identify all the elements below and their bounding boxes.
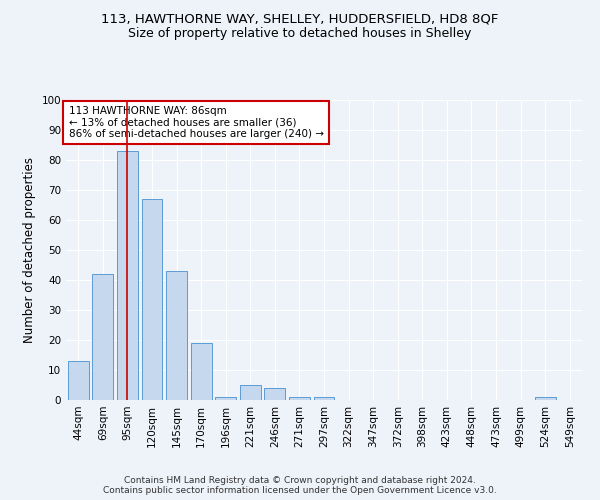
Bar xyxy=(191,343,212,400)
Bar xyxy=(215,397,236,400)
Bar xyxy=(314,397,334,400)
Bar xyxy=(68,361,89,400)
Y-axis label: Number of detached properties: Number of detached properties xyxy=(23,157,36,343)
Text: Contains HM Land Registry data © Crown copyright and database right 2024.
Contai: Contains HM Land Registry data © Crown c… xyxy=(103,476,497,495)
Bar xyxy=(166,271,187,400)
Bar xyxy=(142,199,163,400)
Bar xyxy=(117,151,138,400)
Bar xyxy=(535,397,556,400)
Bar xyxy=(265,388,286,400)
Text: 113 HAWTHORNE WAY: 86sqm
← 13% of detached houses are smaller (36)
86% of semi-d: 113 HAWTHORNE WAY: 86sqm ← 13% of detach… xyxy=(68,106,323,139)
Bar xyxy=(240,385,261,400)
Text: Size of property relative to detached houses in Shelley: Size of property relative to detached ho… xyxy=(128,28,472,40)
Text: 113, HAWTHORNE WAY, SHELLEY, HUDDERSFIELD, HD8 8QF: 113, HAWTHORNE WAY, SHELLEY, HUDDERSFIEL… xyxy=(101,12,499,26)
Bar xyxy=(92,274,113,400)
Bar xyxy=(289,397,310,400)
